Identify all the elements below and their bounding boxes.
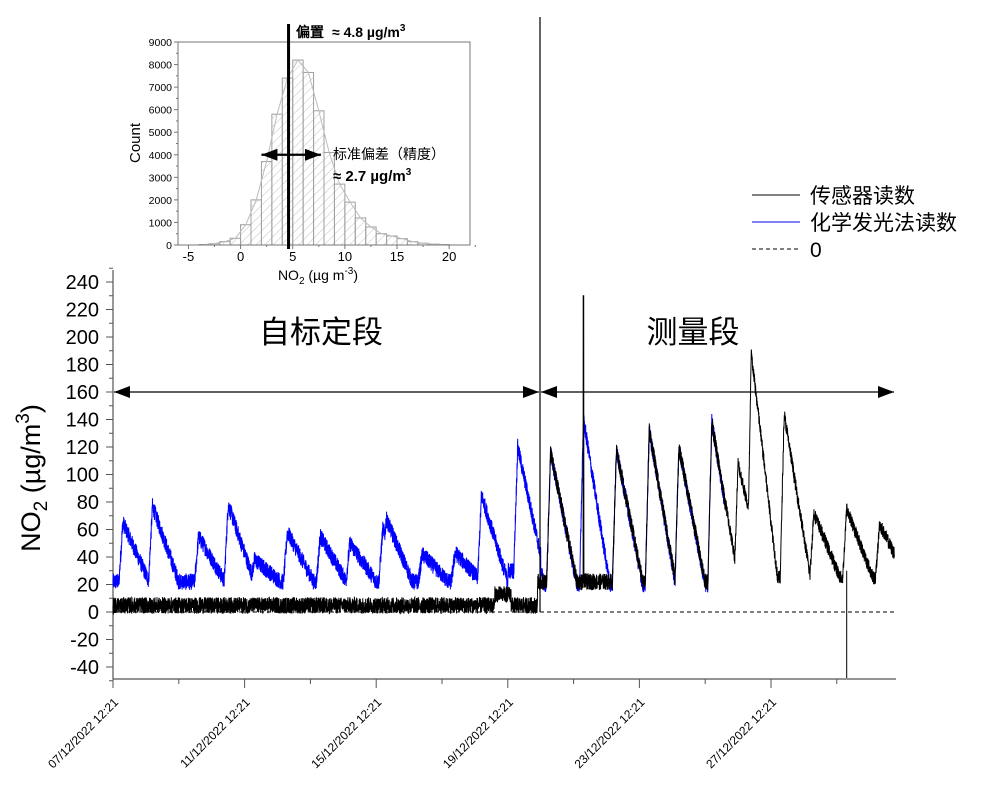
histogram-bar — [333, 183, 346, 246]
svg-text:0: 0 — [810, 239, 822, 262]
y-tick-label: 100 — [66, 465, 99, 487]
histogram-y-tick-label: 1000 — [149, 217, 173, 229]
legend: 传感器读数 化学发光法读数 0 — [752, 184, 957, 262]
histogram-y-tick-label: 0 — [166, 240, 172, 252]
histogram-y-tick-label: 2000 — [149, 195, 173, 207]
histogram-bar — [354, 217, 367, 246]
legend-item-chemiluminescence: 化学发光法读数 — [752, 211, 957, 235]
main-y-axis-ticks: -40 -20 0 20 40 60 80 100 120 140 160 180 200 220 240 — [66, 267, 113, 682]
y-tick-label: 40 — [77, 547, 99, 569]
y-tick-label: 180 — [66, 355, 99, 377]
histogram-x-tick-label: 0 — [237, 249, 244, 264]
histogram-x-ticks: -5 0 5 10 15 20 — [183, 245, 476, 264]
histogram-y-ticks: 0 1000 2000 3000 4000 5000 6000 7000 8000 9000 — [149, 37, 178, 252]
histogram-bar — [375, 233, 388, 246]
histogram-y-tick-label: 9000 — [149, 37, 173, 49]
histogram-x-tick-label: 15 — [390, 249, 404, 264]
histogram-x-tick-label: 10 — [338, 249, 352, 264]
y-tick-label: 80 — [77, 492, 99, 514]
x-tick-label: 11/12/2022 12:21 — [177, 695, 253, 771]
bias-annotation: 偏置 ≈ 4.8 µg/m3 — [296, 23, 406, 41]
histogram-bar — [344, 201, 356, 246]
histogram-bar — [240, 224, 252, 246]
histogram-y-tick-label: 3000 — [149, 172, 173, 184]
histogram-bar — [250, 199, 262, 246]
histogram-x-tick-label: 20 — [442, 249, 456, 264]
histogram-y-tick-label: 6000 — [149, 105, 173, 117]
histogram-fit-curve — [204, 59, 444, 245]
sensor-series-line — [112, 295, 895, 678]
y-tick-label: 240 — [66, 272, 99, 294]
measurement-section-label: 测量段 — [647, 315, 740, 351]
y-tick-label: 220 — [66, 300, 99, 322]
histogram-bar — [292, 59, 304, 246]
svg-text:传感器读数: 传感器读数 — [810, 184, 915, 208]
y-tick-label: 140 — [66, 410, 99, 432]
chemiluminescence-series-line — [112, 413, 726, 593]
histogram-x-axis-title: NO2 (µg m-3) — [278, 266, 358, 287]
histogram-y-axis-title: Count — [127, 122, 144, 163]
main-y-axis-title: NO2 (µg/m3) — [13, 404, 52, 552]
histogram-bar — [302, 71, 315, 246]
x-tick-label: 19/12/2022 12:21 — [440, 695, 516, 771]
svg-text:化学发光法读数: 化学发光法读数 — [810, 211, 957, 235]
y-tick-label: -40 — [70, 657, 99, 679]
x-tick-label: 07/12/2022 12:21 — [45, 695, 121, 771]
x-tick-label: 23/12/2022 12:21 — [572, 695, 648, 771]
main-x-axis-ticks: 07/12/2022 12:21 11/12/2022 12:21 15/12/20… — [45, 679, 838, 771]
histogram-y-tick-label: 7000 — [149, 82, 173, 94]
histogram-bar — [313, 110, 325, 246]
legend-item-sensor: 传感器读数 — [752, 184, 915, 208]
histogram-y-tick-label: 8000 — [149, 60, 173, 72]
y-tick-label: 160 — [66, 382, 99, 404]
y-tick-label: 120 — [66, 437, 99, 459]
legend-item-zero: 0 — [752, 239, 822, 262]
histogram-x-tick-label: -5 — [183, 249, 195, 264]
std-annotation-value: ≈ 2.7 µg/m3 — [333, 167, 412, 185]
inset-histogram-chart: 0 1000 2000 3000 4000 5000 6000 7000 8000 9000 -5… — [127, 23, 476, 287]
histogram-bar — [271, 113, 283, 246]
y-tick-label: 200 — [66, 327, 99, 349]
histogram-y-tick-label: 4000 — [149, 150, 173, 162]
x-tick-label: 15/12/2022 12:21 — [308, 695, 384, 771]
histogram-y-tick-label: 5000 — [149, 127, 173, 139]
histogram-x-tick-label: 5 — [289, 249, 296, 264]
y-tick-label: 60 — [77, 520, 99, 542]
histogram-bar — [323, 152, 335, 246]
y-tick-label: 0 — [88, 602, 99, 624]
std-annotation-label: 标准偏差（精度） — [333, 147, 445, 163]
calibration-section-label: 自标定段 — [259, 315, 383, 351]
main-time-series-chart: -40-20020406080100120140160180200220240 … — [13, 17, 896, 771]
x-tick-label: 27/12/2022 12:21 — [703, 695, 779, 771]
y-tick-label: 20 — [77, 575, 99, 597]
y-tick-label: -20 — [70, 630, 99, 652]
